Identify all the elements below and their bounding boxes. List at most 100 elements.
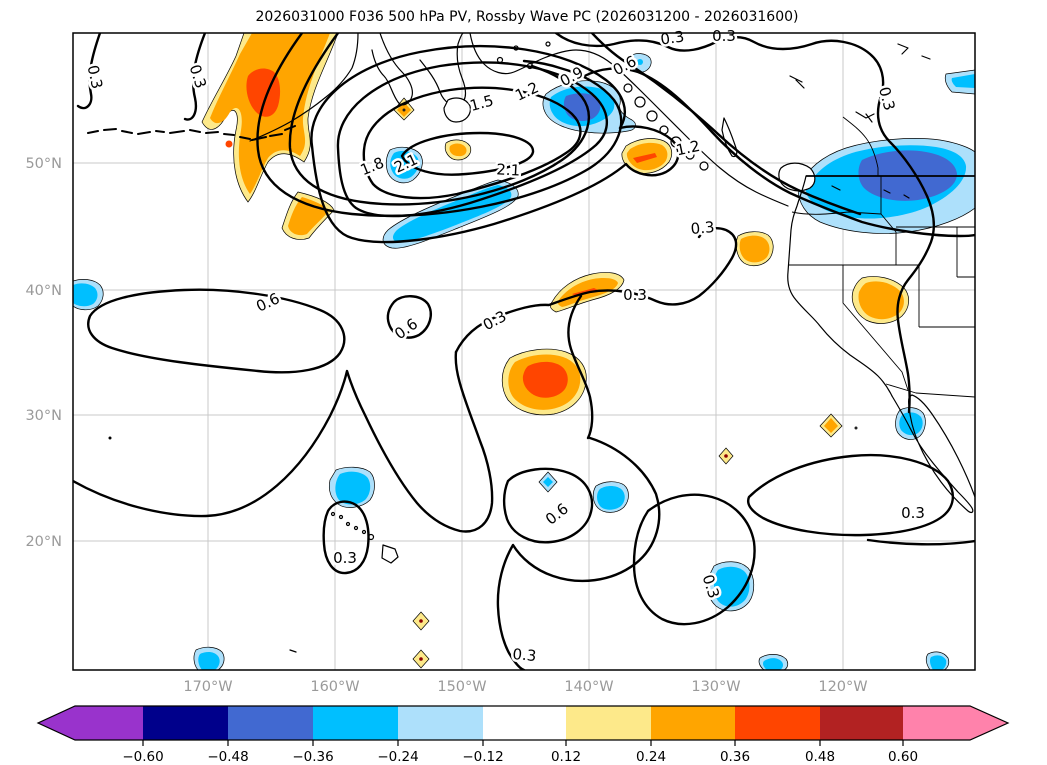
colorbar-tick-label: 0.12 [551,749,581,765]
negative-anomaly-patch [951,74,975,88]
map-frame [72,32,976,671]
positive-anomaly-patch [288,197,329,236]
pv-contour-0.6 [590,33,862,216]
baja-california-coast [891,394,975,514]
lon-tick-label: 120°W [818,679,867,695]
pv-contour-1.8 [362,86,582,200]
hawaii-island [330,511,336,517]
hawaii-island [361,529,367,535]
colorbar-tick-label: 0.24 [636,749,666,765]
pv-contour-0.3 [73,350,494,533]
pv-contour-0.3 [632,493,756,626]
negative-anomaly-patch [597,486,625,510]
colorbar-segment [143,706,228,740]
pv-contour-1.5 [336,61,609,218]
colorbar-extend-left-arrow [38,706,143,740]
contour-label: 0.6 [542,500,572,529]
positive-anomaly-patch [449,143,467,157]
archipelago-island [699,161,709,171]
pv-contour-1.2 [310,44,680,244]
lat-tick-label: 20°N [25,534,62,550]
contour-label: 0.3 [690,218,715,238]
hawaii-island [345,521,351,527]
anomaly-center-dot [419,657,423,661]
bc-alberta-border [842,116,879,176]
aleutian-islands-coast [87,125,296,141]
southeast-alaska-coast [611,63,789,207]
pv-contour-2.1 [400,131,535,176]
inland-lake-dashes [289,185,910,653]
colorbar-segment [651,706,735,740]
contour-label: 0.3 [84,63,107,90]
vancouver-island [778,162,816,192]
negative-anomaly-patch [543,477,553,487]
archipelago-island [646,110,658,122]
shading-patches [73,33,975,670]
lon-tick-label: 160°W [310,679,359,695]
positive-anomaly-patch [824,418,838,433]
negative-anomaly-patch [198,651,220,670]
pv-contour-0.3 [554,33,935,414]
grid-lines [73,33,975,670]
negative-anomaly-patch [713,566,750,607]
pv-contour-0.3 [567,294,594,440]
negative-anomaly-patch [637,59,643,65]
contour-label: 1.2 [674,137,701,160]
colorbar-segment [735,706,820,740]
lat-tick-label: 50°N [25,156,62,172]
colorbar-segment [566,706,651,740]
colorbar-outline [36,705,1010,741]
colorbar-extend-right-arrow [903,706,1008,740]
positive-anomaly-core [225,140,233,148]
hawaii-island [338,514,344,520]
contour-label: 1.5 [468,91,496,115]
pv-contour-0.3 [76,33,102,110]
lon-tick-label: 130°W [691,679,740,695]
lat-tick-label: 30°N [25,408,62,424]
negative-anomaly-patch [73,283,98,307]
lake-marks [789,43,931,123]
colorbar-segment [313,706,398,740]
contour-label: 2.1 [496,160,521,179]
pv-contour-0.6 [386,295,432,339]
pv-contour-0.9 [570,67,975,238]
colorbar-tick-label: −0.24 [377,749,418,765]
alaska-mainland-coast [371,33,413,106]
hawaii-big-island [381,544,399,564]
colorbar-segment [398,706,483,740]
colorbar-tick-label: −0.36 [292,749,333,765]
contour-label: 0.3 [186,62,210,90]
pv-contour-0.6 [87,288,346,374]
anomaly-center-dot [854,426,858,430]
pv-contour-0.3 [322,500,370,575]
negative-anomaly-patch [763,658,784,670]
alaska-peninsula-coast [249,33,359,142]
negative-anomaly-patch [899,412,923,436]
contour-label: 1.2 [512,78,541,104]
contour-label: 0.3 [901,504,925,522]
contour-label: 0.3 [623,286,647,304]
contour-label: 0.6 [391,315,421,343]
colorbar-segment [228,706,313,740]
hawaii-island [353,525,359,531]
negative-anomaly-patch [335,471,371,505]
positive-anomaly-core [522,361,568,398]
contour-label: 0.3 [712,27,736,45]
positive-anomaly-patch [858,281,904,320]
alaska-cook-inlet-coast [419,33,467,106]
negative-anomaly-patch [929,655,947,670]
lon-tick-label: 140°W [564,679,613,695]
contour-label: 0.3 [480,307,510,334]
colorbar-segment [820,706,903,740]
negative-anomaly-patch [390,150,419,179]
pv-contour-0.6 [502,467,594,544]
colorbar-tick-label: 0.48 [805,749,835,765]
pv-contour-0.6 [256,33,623,217]
pv-contour-0.3 [183,33,207,121]
pv-contour-0.3 [866,538,975,546]
archipelago-island [634,96,646,108]
pv-contour-0.3 [747,453,955,537]
lon-tick-label: 170°W [183,679,232,695]
